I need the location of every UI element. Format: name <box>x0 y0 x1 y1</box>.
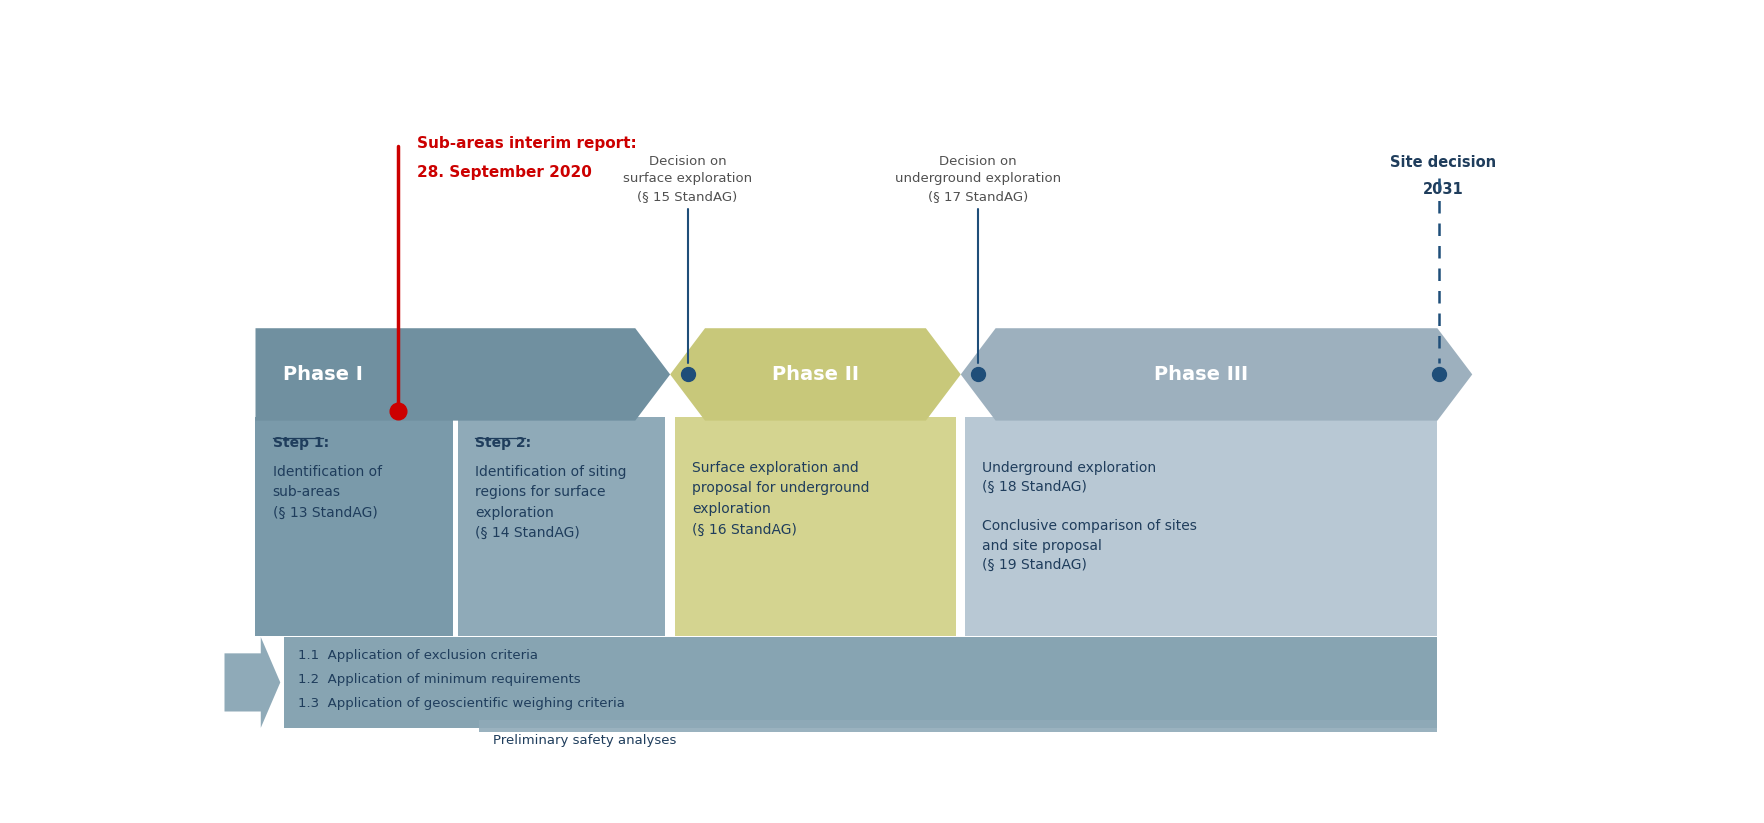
Text: Surface exploration and
proposal for underground
exploration
(§ 16 StandAG): Surface exploration and proposal for und… <box>691 461 870 537</box>
Text: 28. September 2020: 28. September 2020 <box>416 165 591 180</box>
Text: Site decision: Site decision <box>1388 156 1496 170</box>
Text: Preliminary safety analyses: Preliminary safety analyses <box>492 734 676 747</box>
Text: Phase III: Phase III <box>1154 365 1247 384</box>
Polygon shape <box>256 328 670 421</box>
Text: Decision on
surface exploration
(§ 15 StandAG): Decision on surface exploration (§ 15 St… <box>623 155 751 202</box>
Text: Identification of
sub-areas
(§ 13 StandAG): Identification of sub-areas (§ 13 StandA… <box>272 464 381 519</box>
FancyBboxPatch shape <box>674 416 956 636</box>
Text: 1.1  Application of exclusion criteria: 1.1 Application of exclusion criteria <box>298 649 538 663</box>
Text: Phase II: Phase II <box>771 365 859 384</box>
FancyBboxPatch shape <box>256 416 453 636</box>
Polygon shape <box>960 328 1471 421</box>
FancyBboxPatch shape <box>965 416 1436 636</box>
Text: Identification of siting
regions for surface
exploration
(§ 14 StandAG): Identification of siting regions for sur… <box>475 464 626 541</box>
Text: Sub-areas interim report:: Sub-areas interim report: <box>416 137 637 151</box>
Text: 1.3  Application of geoscientific weighing criteria: 1.3 Application of geoscientific weighin… <box>298 697 624 710</box>
FancyBboxPatch shape <box>457 416 665 636</box>
FancyBboxPatch shape <box>284 637 1436 728</box>
Text: Underground exploration
(§ 18 StandAG)

Conclusive comparison of sites
and site : Underground exploration (§ 18 StandAG) C… <box>983 461 1196 572</box>
Text: Decision on
underground exploration
(§ 17 StandAG): Decision on underground exploration (§ 1… <box>894 155 1060 202</box>
Text: 2031: 2031 <box>1422 183 1462 198</box>
Text: Step 2:: Step 2: <box>475 436 531 450</box>
Polygon shape <box>670 328 960 421</box>
Text: 1.2  Application of minimum requirements: 1.2 Application of minimum requirements <box>298 673 580 686</box>
Text: Phase I: Phase I <box>282 365 362 384</box>
FancyBboxPatch shape <box>478 720 1436 775</box>
Polygon shape <box>224 637 280 728</box>
Text: Step 1:: Step 1: <box>272 436 328 450</box>
